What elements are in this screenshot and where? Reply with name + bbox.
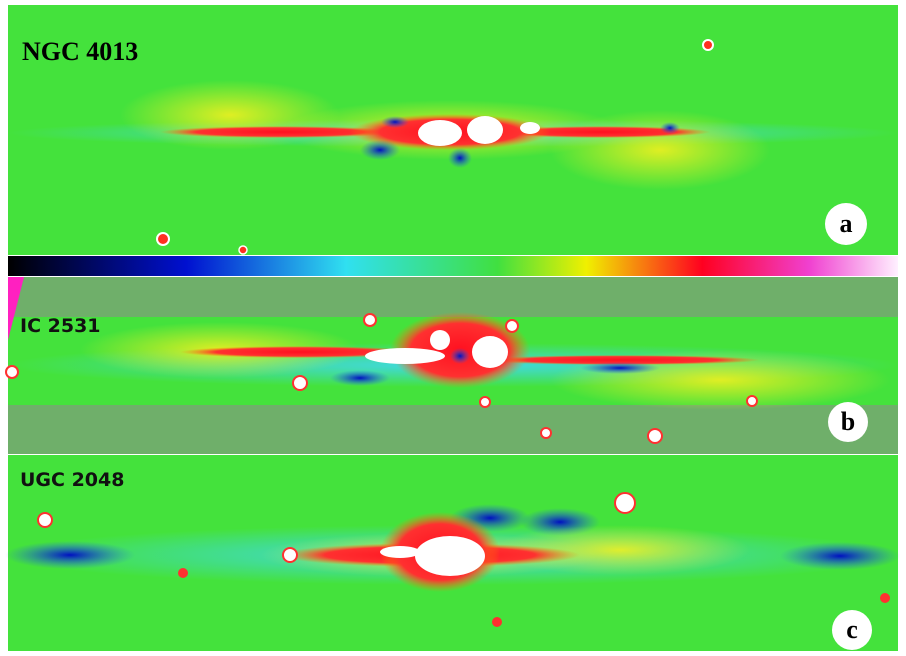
panel-c: UGC 2048 c (5, 455, 900, 651)
panel-title: IC 2531 (20, 315, 101, 337)
panel-letter: a (840, 209, 853, 238)
panel-title: NGC 4013 (22, 37, 138, 66)
panel-b: IC 2531 b (6, 277, 898, 454)
panel-a: NGC 4013 a (8, 5, 898, 255)
figure: NGC 4013 a IC 2531 b (0, 0, 906, 656)
panel-letter: c (846, 615, 858, 644)
colorbar (8, 256, 898, 276)
panel-letter: b (841, 407, 855, 436)
panel-title: UGC 2048 (20, 469, 124, 491)
